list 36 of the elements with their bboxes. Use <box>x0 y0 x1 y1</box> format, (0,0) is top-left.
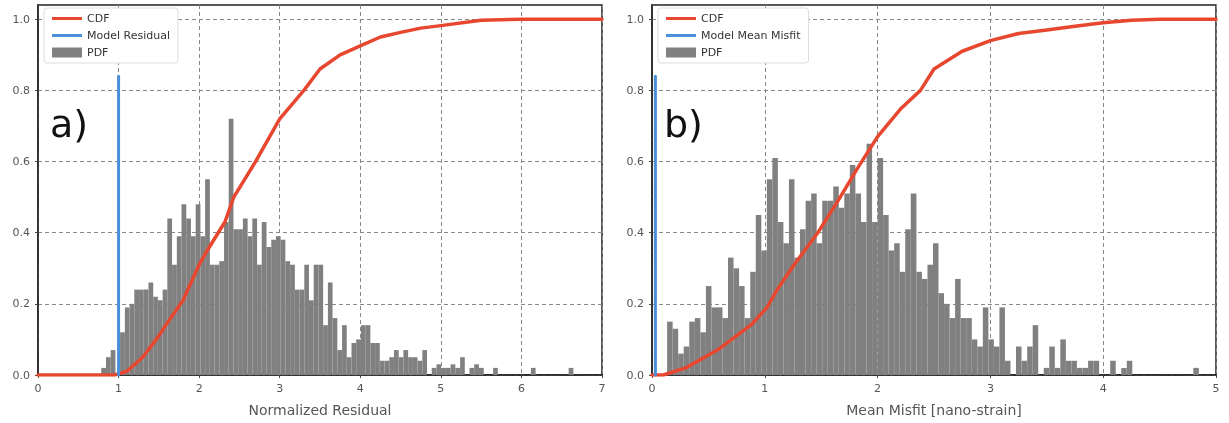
x-axis-title: Normalized Residual <box>248 402 392 418</box>
y-tick-label: 0.8 <box>12 83 30 97</box>
y-tick-label: 0.0 <box>12 368 30 382</box>
legend-label: PDF <box>87 46 109 59</box>
x-tick-label: 2 <box>195 382 203 395</box>
x-tick-label: 3 <box>276 382 284 395</box>
y-tick-label: 0.2 <box>12 297 30 311</box>
y-tick-label: 0.2 <box>626 297 644 311</box>
x-tick-label: 7 <box>598 382 606 395</box>
annotation: b) <box>664 102 703 146</box>
y-tick-label: 0.8 <box>626 83 644 97</box>
x-tick-label: 0 <box>34 382 42 395</box>
y-tick-label: 1.0 <box>626 12 644 26</box>
y-tick-label: 0.4 <box>12 226 30 240</box>
annotation: a) <box>50 102 89 146</box>
x-tick-label: 5 <box>1212 382 1220 395</box>
x-tick-label: 1 <box>761 382 769 395</box>
x-tick-label: 0 <box>648 382 656 395</box>
x-tick-label: 4 <box>356 382 364 395</box>
x-axis-title: Mean Misfit [nano-strain] <box>846 402 1022 418</box>
legend-label: CDF <box>701 12 724 25</box>
y-tick-label: 0.6 <box>12 155 30 169</box>
y-tick-label: 0.0 <box>626 368 644 382</box>
legend-label: CDF <box>87 12 110 25</box>
legend-label: Model Mean Misfit <box>701 29 802 42</box>
legend-label: Model Residual <box>87 29 170 42</box>
x-tick-label: 2 <box>874 382 882 395</box>
y-tick-label: 0.6 <box>626 155 644 169</box>
y-tick-label: 1.0 <box>12 12 30 26</box>
x-tick-label: 3 <box>986 382 994 395</box>
legend-label: PDF <box>701 46 723 59</box>
x-tick-label: 5 <box>437 382 445 395</box>
y-tick-label: 0.4 <box>626 226 644 240</box>
x-tick-label: 4 <box>1099 382 1107 395</box>
x-tick-label: 1 <box>115 382 123 395</box>
x-tick-label: 6 <box>517 382 525 395</box>
